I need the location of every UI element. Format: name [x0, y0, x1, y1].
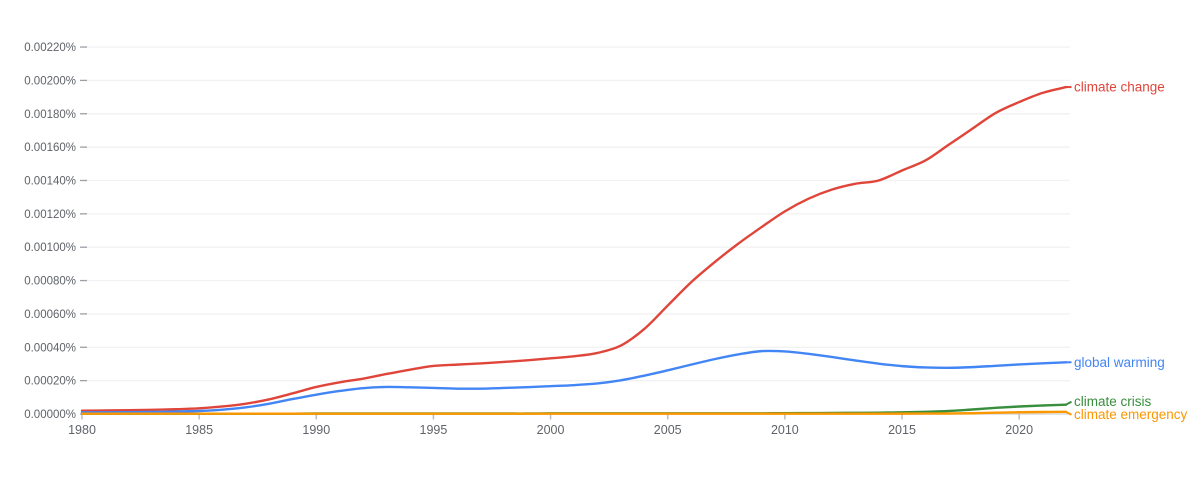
- series-leader-climate-emergency: [1065, 410, 1072, 416]
- y-axis-tick-label: 0.00040%: [24, 342, 76, 354]
- y-axis-tick-label: 0.00220%: [24, 42, 76, 54]
- x-axis-tick-label: 1980: [68, 423, 96, 437]
- series-line-climate-emergency[interactable]: [80, 410, 1068, 415]
- y-axis-tick-label: 0.00060%: [24, 309, 76, 321]
- y-axis-tick-label: 0.00160%: [24, 142, 76, 154]
- series-line-climate-change[interactable]: [80, 85, 1068, 412]
- x-axis-tick-label: 1990: [302, 423, 330, 437]
- x-axis-tick-label: 2005: [654, 423, 682, 437]
- series-label-climate-change[interactable]: climate change: [1074, 80, 1165, 95]
- y-axis-tick-label: 0.00080%: [24, 276, 76, 288]
- series-label-climate-crisis[interactable]: climate crisis: [1074, 394, 1152, 409]
- y-axis-tick-label: 0.00120%: [24, 209, 76, 221]
- y-axis-tick-label: 0.00200%: [24, 75, 76, 87]
- y-axis-tick-label: 0.00140%: [24, 175, 76, 187]
- series-label-global-warming[interactable]: global warming: [1074, 355, 1165, 370]
- x-axis-tick-label: 2000: [537, 423, 565, 437]
- x-axis-tick-label: 2010: [771, 423, 799, 437]
- x-axis-tick-label: 1995: [420, 423, 448, 437]
- x-axis-tick-label: 2020: [1005, 423, 1033, 437]
- y-axis-tick-label: 0.00000%: [24, 409, 76, 421]
- series-leader-climate-crisis: [1065, 400, 1072, 406]
- y-axis-tick-label: 0.00020%: [24, 376, 76, 388]
- x-axis-tick-label: 1985: [185, 423, 213, 437]
- y-axis-tick-label: 0.00180%: [24, 109, 76, 121]
- series-line-global-warming[interactable]: [80, 349, 1068, 414]
- series-label-climate-emergency[interactable]: climate emergency: [1074, 407, 1188, 422]
- x-axis-tick-label: 2015: [888, 423, 916, 437]
- y-axis-tick-label: 0.00100%: [24, 242, 76, 254]
